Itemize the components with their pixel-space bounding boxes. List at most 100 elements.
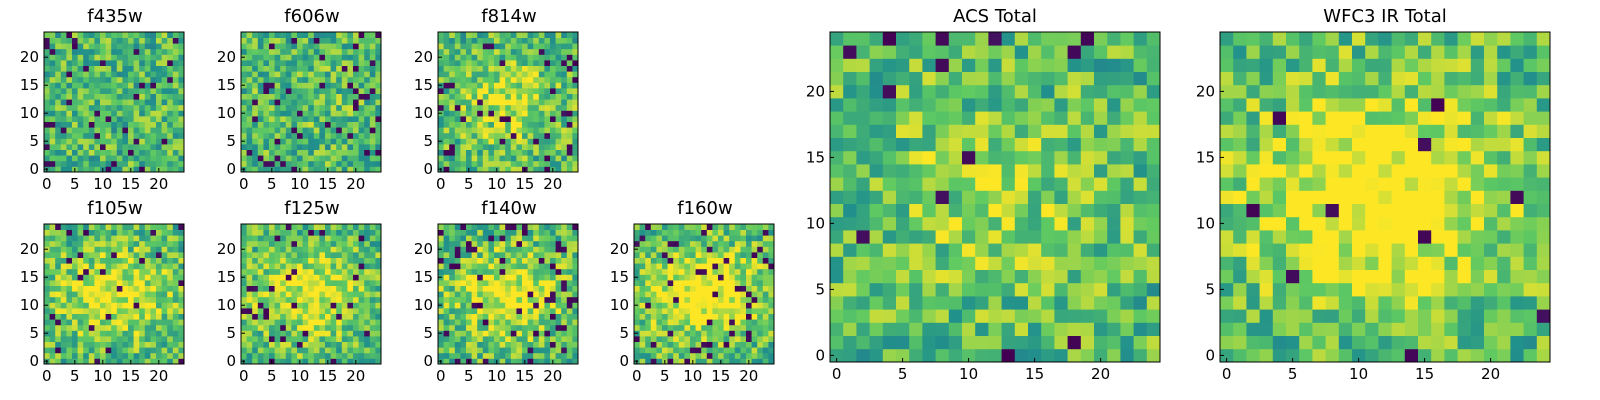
heatmap-cell [555,54,562,61]
heatmap-cell [762,257,769,264]
heatmap-cell [150,138,157,145]
heatmap-cell [550,296,556,303]
heatmap-cell [319,280,326,286]
heatmap-cell [128,110,134,117]
heatmap-cell [302,104,309,111]
heatmap-cell [723,324,730,331]
heatmap-cell [510,324,517,331]
heatmap-cell [443,263,450,270]
heatmap-cell [330,32,337,38]
heatmap-cell [44,149,50,156]
heatmap-cell [488,132,495,139]
heatmap-cell [471,65,478,72]
heatmap-cell [280,149,287,156]
heatmap-cell [133,358,140,365]
heatmap-cell [178,88,185,94]
heatmap-cell [856,348,870,363]
heatmap-cell [364,330,371,337]
x-tick-label: 20 [346,367,365,385]
heatmap-cell [252,155,259,162]
heatmap-cell [369,257,376,264]
heatmap-cell [948,348,963,363]
heatmap-cell [167,32,174,38]
heatmap-cell [746,308,752,314]
heatmap-cell [572,358,579,365]
heatmap-cell [975,177,989,191]
heatmap-cell [241,71,247,78]
heatmap-cell [555,296,562,303]
heatmap-cell [639,246,646,253]
heatmap-cell [178,257,185,264]
heatmap-cell [684,285,691,292]
heatmap-cell [257,252,264,258]
heatmap-cell [510,263,517,270]
heatmap-cell [302,263,309,270]
heatmap-cell [72,280,78,286]
heatmap-cell [297,341,303,348]
heatmap-cell [364,280,371,286]
heatmap-cell [280,352,287,359]
heatmap-cell [116,263,123,270]
heatmap-cell [128,257,134,264]
heatmap-cell [167,285,174,292]
heatmap-cell [116,336,123,342]
heatmap-cell [172,336,179,342]
heatmap-cell [144,268,151,275]
heatmap-cell [690,308,696,314]
heatmap-cell [538,352,545,359]
heatmap-cell [482,291,489,298]
heatmap-cell [449,313,456,320]
heatmap-cell [263,110,270,117]
heatmap-cell [1094,137,1108,152]
heatmap-cell [347,246,354,253]
heatmap-cell [246,291,253,298]
heatmap-cell [762,291,769,298]
heatmap-cell [538,347,545,354]
heatmap-cell [948,177,963,191]
heatmap-cell [896,137,910,152]
heatmap-cell [896,190,910,204]
heatmap-cell [274,341,281,348]
heatmap-cell [156,224,162,230]
heatmap-cell [516,132,523,139]
heatmap-cell [72,252,78,258]
heatmap-cell [516,280,523,286]
heatmap-cell [347,358,354,365]
heatmap-cell [454,104,461,111]
heatmap-cell [477,166,484,173]
heatmap-cell [144,313,151,320]
heatmap-cell [105,82,112,89]
x-tick-label: 0 [632,367,642,385]
heatmap-cell [369,110,376,117]
heatmap-cell [740,257,747,264]
heatmap-cell [538,268,545,275]
heatmap-cell [522,308,528,314]
heatmap-cell [44,155,50,162]
heatmap-cell [443,252,450,258]
heatmap-cell [330,88,337,94]
heatmap-cell [347,104,354,111]
heatmap-cell [105,48,112,55]
heatmap-cell [241,60,247,66]
heatmap-cell [746,268,752,275]
heatmap-cell [139,285,146,292]
heatmap-cell [639,263,646,270]
heatmap-cell [280,246,287,253]
heatmap-cell [263,99,270,106]
heatmap-cell [1054,203,1068,218]
heatmap-cell [723,257,730,264]
heatmap-cell [167,43,174,50]
heatmap-cell [516,308,523,314]
heatmap-cell [44,280,50,286]
heatmap-cell [297,60,303,66]
heatmap-cell [72,296,78,303]
heatmap-cell [285,330,292,337]
heatmap-cell [634,240,640,247]
heatmap-cell [111,341,118,348]
heatmap-cell [105,246,112,253]
heatmap-cell [88,308,95,314]
heatmap-cell [533,116,540,122]
heatmap-cell [116,99,123,106]
heatmap-cell [55,48,62,55]
heatmap-cell [678,336,685,342]
